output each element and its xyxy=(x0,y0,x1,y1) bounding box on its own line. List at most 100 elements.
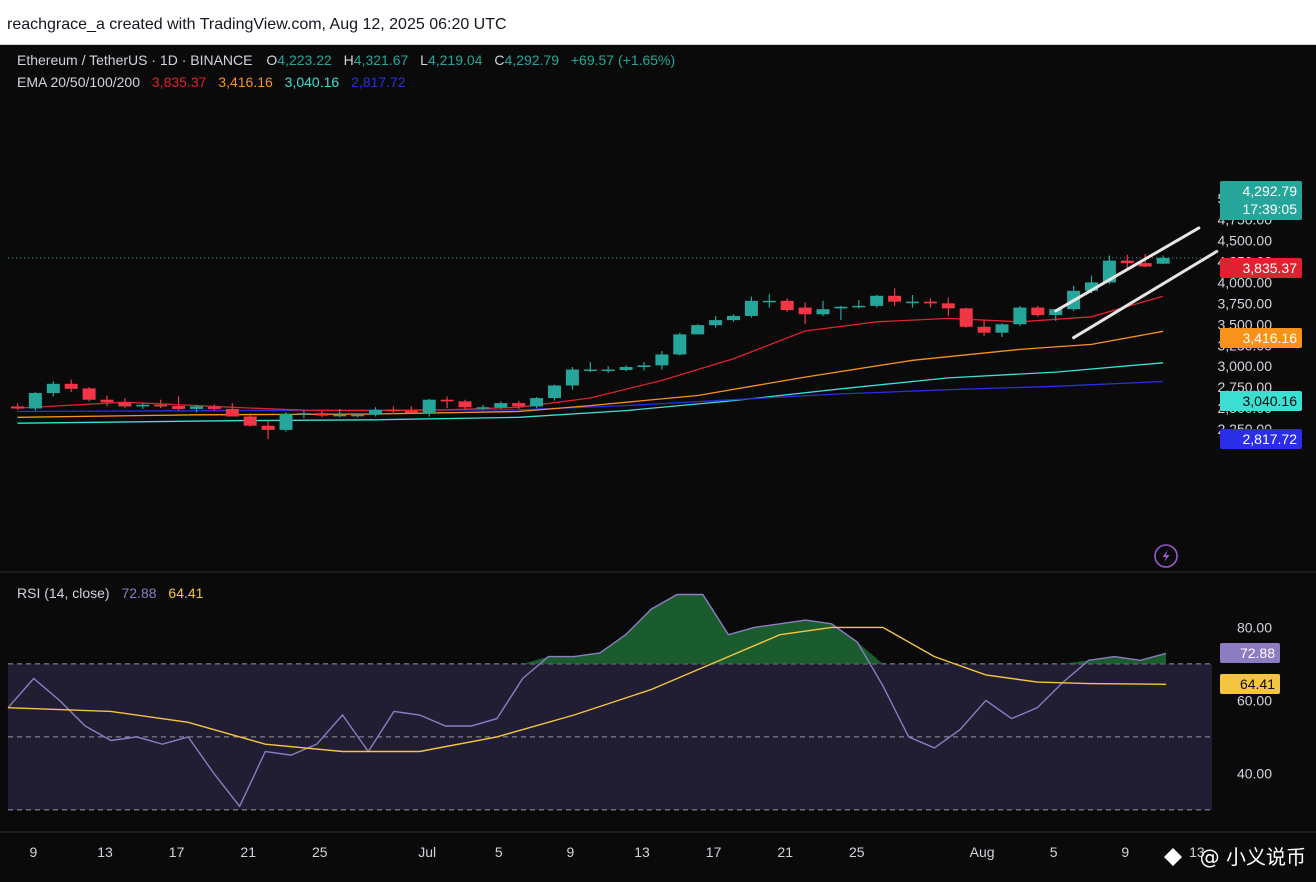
candle xyxy=(207,404,221,411)
candle-body xyxy=(494,403,508,408)
rsi-tick-label: 80.00 xyxy=(1237,619,1272,635)
candle-body xyxy=(709,320,723,326)
ema20-value: 3,835.37 xyxy=(151,74,207,90)
candle-body xyxy=(798,307,812,315)
lightning-icon[interactable] xyxy=(1154,544,1178,568)
candle-body xyxy=(1120,260,1134,264)
candle xyxy=(46,381,60,397)
ema-label[interactable]: EMA 20/50/100/200 xyxy=(17,74,140,90)
ema200-tag: 2,817.72 xyxy=(1220,429,1302,449)
candle xyxy=(673,332,687,356)
candle xyxy=(959,307,973,328)
countdown-tag-text: 17:39:05 xyxy=(1243,201,1298,217)
rsi-tick-label: 40.00 xyxy=(1237,765,1272,781)
candle-body xyxy=(548,385,561,399)
candle xyxy=(243,413,257,427)
candle-body xyxy=(780,300,794,311)
candle-body xyxy=(530,398,544,407)
ema50-tag-text: 3,416.16 xyxy=(1243,330,1298,346)
date-tick-label: 25 xyxy=(312,844,328,860)
candle-body xyxy=(225,408,239,417)
candle-body xyxy=(762,300,776,303)
rsi-line xyxy=(7,593,1167,808)
candle-body xyxy=(583,369,597,372)
attribution-bar: reachgrace_a created with TradingView.co… xyxy=(0,0,1316,45)
rsi-tick-label: 60.00 xyxy=(1237,692,1272,708)
ema-lines xyxy=(8,257,1212,424)
candle-body xyxy=(1085,282,1098,291)
candle xyxy=(888,288,902,306)
date-tick-label: 5 xyxy=(495,844,503,860)
candle-body xyxy=(1156,257,1170,264)
candle-body xyxy=(82,388,96,400)
candle xyxy=(530,397,544,409)
ema20-line xyxy=(17,295,1164,412)
candle xyxy=(798,302,812,325)
candle-body xyxy=(619,367,633,370)
candle-body xyxy=(64,383,78,389)
rsi-ma-value: 64.41 xyxy=(168,585,204,601)
low-label: L xyxy=(420,52,428,68)
ema-legend: EMA 20/50/100/200 3,835.37 3,416.16 3,04… xyxy=(17,74,406,90)
candle xyxy=(727,314,740,322)
candle-body xyxy=(243,416,257,426)
candle-body xyxy=(673,334,687,355)
rsi-label[interactable]: RSI (14, close) xyxy=(17,585,110,601)
price-tick-label: 4,000.00 xyxy=(1218,274,1273,290)
candle xyxy=(637,362,651,371)
date-tick-label: 13 xyxy=(634,844,650,860)
candle xyxy=(583,362,597,373)
candle xyxy=(762,294,776,308)
grid xyxy=(0,571,1316,833)
candle-body xyxy=(351,414,365,417)
candle-body xyxy=(923,301,937,304)
candle xyxy=(977,320,991,337)
date-tick-label: 17 xyxy=(169,844,185,860)
low-value: 4,219.04 xyxy=(427,52,483,68)
candle-body xyxy=(476,407,490,409)
price-tick-label: 4,500.00 xyxy=(1218,233,1273,249)
candle-body xyxy=(816,309,830,315)
ema50-tag: 3,416.16 xyxy=(1220,328,1302,348)
candle xyxy=(619,365,633,372)
candle xyxy=(172,396,186,411)
trend-channel[interactable] xyxy=(1054,226,1219,340)
candle xyxy=(691,324,705,335)
candle xyxy=(458,399,472,410)
high-label: H xyxy=(343,52,354,68)
candle xyxy=(11,403,24,410)
candle xyxy=(816,300,830,316)
candle-body xyxy=(1138,263,1152,267)
channel-line xyxy=(1054,226,1201,313)
ema100-tag: 3,040.16 xyxy=(1220,391,1302,411)
date-tick-label: 13 xyxy=(1189,844,1205,860)
symbol-name[interactable]: Ethereum / TetherUS · 1D · BINANCE xyxy=(17,52,253,68)
candle xyxy=(440,396,454,409)
rsi-band xyxy=(8,663,1212,811)
date-tick-label: 21 xyxy=(777,844,793,860)
candle xyxy=(154,399,168,409)
time-axis[interactable]: 9 13 17 21 25 Jul 5 9 13 17 21 25 Aug 5 9 13 xyxy=(30,844,1205,860)
ema200-value: 2,817.72 xyxy=(351,74,406,90)
candle-body xyxy=(386,409,400,412)
candle xyxy=(82,387,96,402)
candle xyxy=(422,398,436,417)
candle xyxy=(404,406,418,414)
candle-body xyxy=(744,300,758,316)
candle xyxy=(923,298,937,308)
candle-body xyxy=(315,413,329,416)
ema100-line xyxy=(17,362,1164,424)
candle xyxy=(100,395,114,407)
trading-chart[interactable]: 2,250.002,500.002,750.003,000.003,250.00… xyxy=(0,44,1316,882)
candle-body xyxy=(512,403,526,407)
candle-body xyxy=(154,404,168,407)
date-tick-label: Aug xyxy=(970,844,995,860)
watermark-text: @ 小义说币 xyxy=(1199,845,1306,869)
candle xyxy=(852,299,866,309)
open-label: O xyxy=(266,52,278,68)
candle-body xyxy=(28,393,42,409)
candle xyxy=(279,412,293,432)
candle-body xyxy=(941,303,955,309)
candle xyxy=(297,409,311,419)
candle-body xyxy=(404,410,418,414)
